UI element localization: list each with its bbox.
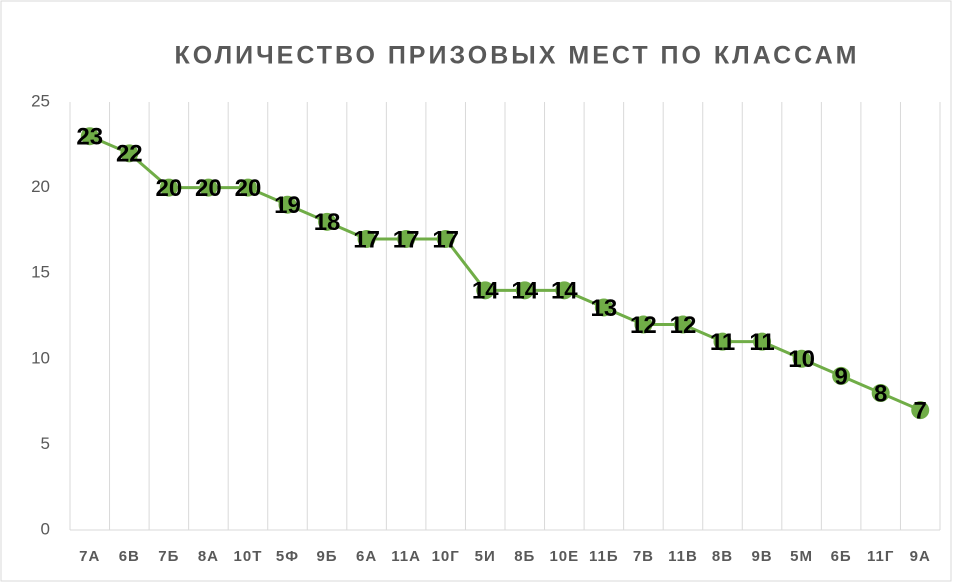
point — [832, 366, 851, 385]
data-label: 9 — [834, 363, 847, 390]
data-label: 12 — [670, 312, 697, 339]
data-label: 19 — [274, 192, 301, 219]
x-tick-label: 7Б — [158, 548, 179, 565]
x-tick-label: 7А — [79, 548, 100, 565]
point — [871, 384, 890, 403]
series-line — [89, 134, 921, 412]
point — [515, 281, 534, 300]
chart-title: КОЛИЧЕСТВО ПРИЗОВЫХ МЕСТ ПО КЛАССАМ — [174, 42, 859, 70]
y-tick-label: 10 — [31, 348, 50, 367]
data-label: 13 — [591, 295, 618, 322]
data-label: 20 — [156, 175, 183, 202]
point — [80, 127, 99, 146]
x-tick-label: 10Е — [549, 548, 579, 565]
y-tick-label: 0 — [41, 519, 50, 538]
point — [673, 315, 692, 334]
y-tick-label: 15 — [31, 263, 50, 282]
x-tick-label: 11А — [391, 548, 421, 565]
point — [238, 178, 257, 197]
data-label: 11 — [710, 329, 735, 356]
x-tick-label: 6А — [356, 548, 377, 565]
point — [713, 332, 732, 351]
data-label: 12 — [630, 312, 657, 339]
point — [436, 229, 455, 248]
point — [911, 401, 930, 420]
x-tick-label: 10Т — [234, 548, 263, 565]
point — [397, 229, 416, 248]
data-label: 14 — [472, 278, 499, 305]
point — [792, 349, 811, 368]
x-tick-label: 8В — [712, 548, 733, 565]
point — [753, 332, 772, 351]
point — [555, 281, 574, 300]
y-tick-label: 25 — [31, 91, 50, 110]
point — [594, 298, 613, 317]
x-tick-label: 6В — [119, 548, 140, 565]
point — [634, 315, 653, 334]
point — [357, 229, 376, 248]
data-label: 23 — [76, 124, 103, 151]
data-label: 20 — [235, 175, 262, 202]
data-label: 17 — [353, 226, 380, 253]
data-label: 17 — [393, 226, 420, 253]
x-tick-label: 10Г — [432, 548, 460, 565]
point — [199, 178, 218, 197]
x-tick-label: 8Б — [514, 548, 535, 565]
y-tick-label: 5 — [41, 434, 50, 453]
x-tick-label: 11Б — [589, 548, 619, 565]
x-tick-label: 11Г — [867, 548, 894, 565]
point — [120, 144, 139, 163]
data-label: 17 — [432, 226, 459, 253]
data-label: 14 — [511, 278, 538, 305]
x-tick-label: 8А — [198, 548, 219, 565]
x-tick-label: 7В — [633, 548, 654, 565]
x-tick-label: 5М — [790, 548, 813, 565]
x-tick-label: 9Б — [316, 548, 337, 565]
x-tick-label: 9В — [751, 548, 772, 565]
data-label: 11 — [749, 329, 774, 356]
data-label: 7 — [914, 398, 927, 425]
point — [476, 281, 495, 300]
data-label: 18 — [314, 209, 341, 236]
point — [318, 212, 337, 231]
x-tick-label: 5И — [475, 548, 496, 565]
point — [278, 195, 297, 214]
data-label: 10 — [788, 346, 815, 373]
y-tick-label: 20 — [31, 177, 50, 196]
point — [159, 178, 178, 197]
x-tick-label: 5Ф — [276, 548, 299, 565]
x-tick-label: 9А — [910, 548, 931, 565]
x-tick-label: 6Б — [831, 548, 852, 565]
data-label: 8 — [874, 380, 887, 407]
data-label: 14 — [551, 278, 578, 305]
data-label: 22 — [116, 141, 143, 168]
data-label: 20 — [195, 175, 222, 202]
x-tick-label: 11В — [668, 548, 698, 565]
